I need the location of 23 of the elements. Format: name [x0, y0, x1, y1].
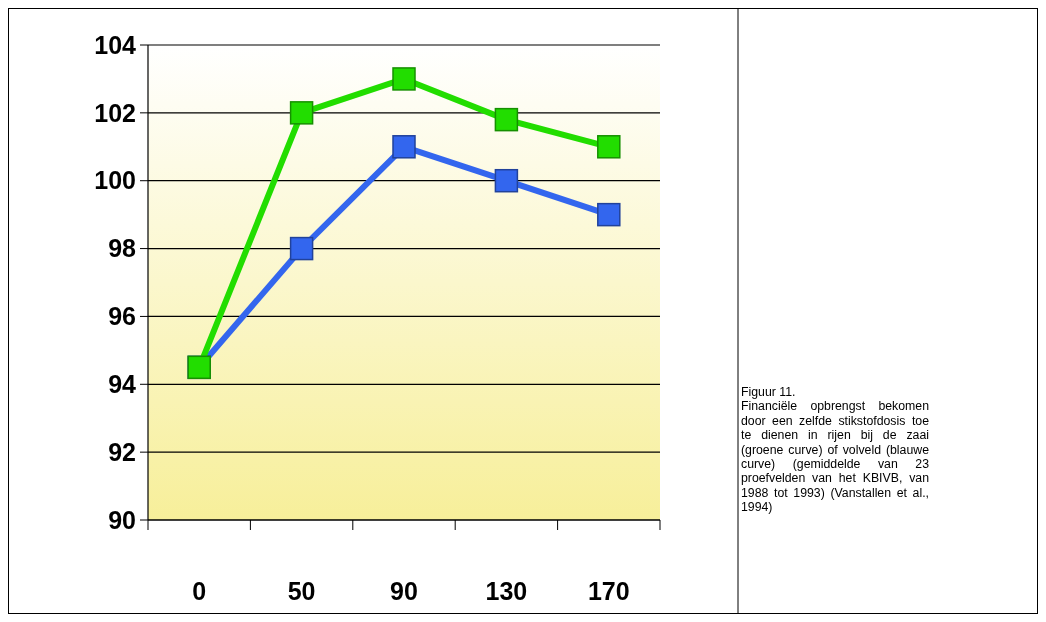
x-tick-label: 90	[390, 577, 418, 605]
point	[392, 135, 416, 159]
y-tick-label: 98	[108, 234, 137, 263]
x-tick-label: 0	[192, 577, 207, 605]
y-tick-label: 90	[108, 505, 136, 534]
point	[494, 107, 519, 132]
x-tick-label: 50	[287, 577, 316, 605]
y-tick-label: 100	[94, 166, 136, 195]
y-tick-label: 92	[108, 437, 136, 466]
point	[289, 236, 314, 261]
y-tick-label: 96	[108, 302, 136, 331]
text: Financiële opbrengst bekomen door een zelfde stikstofdosis toe te dienen in rijen bij de zaai (groene curve) of volveld (blauwe curve) (gemiddelde van 23 proefvelden van het KBIVB, van 1988 tot 1993) (Vanstallen et al., 1994)	[741, 399, 929, 515]
point	[289, 101, 314, 125]
y-tick-label: 104	[94, 30, 137, 59]
text: Figuur 11.	[741, 385, 797, 400]
point	[392, 67, 416, 91]
y-tick-label: 102	[94, 98, 136, 127]
x-tick-label: 170	[587, 577, 630, 605]
x-tick-label: 130	[485, 577, 528, 605]
y-tick-label: 94	[108, 370, 137, 399]
point	[597, 135, 621, 159]
point	[494, 168, 519, 193]
point	[597, 202, 621, 227]
